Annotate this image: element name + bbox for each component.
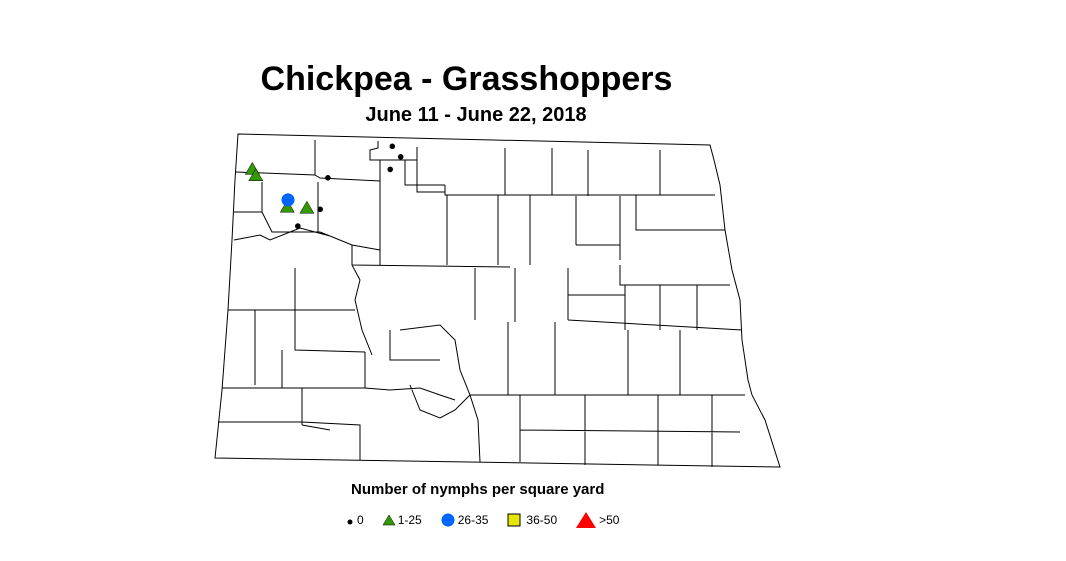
legend-title: Number of nymphs per square yard	[351, 481, 605, 498]
county-lines	[218, 140, 745, 467]
observation-point-dot	[397, 154, 404, 160]
legend-item-over-50: >50	[575, 511, 619, 529]
legend-label: 26-35	[457, 513, 489, 527]
legend-item-1-25: 1-25	[382, 513, 422, 527]
dot-icon	[347, 519, 353, 525]
legend-item-0: 0	[345, 513, 364, 527]
legend-label: >50	[599, 513, 620, 527]
triangle-icon	[576, 512, 597, 528]
observation-point-triangle	[299, 200, 315, 214]
map-subtitle: June 11 - June 22, 2018	[365, 104, 587, 126]
triangle-icon	[382, 514, 396, 526]
state-outline	[214, 133, 781, 468]
observation-point-dot	[295, 223, 301, 229]
legend-label: 36-50	[526, 513, 558, 527]
circle-icon	[441, 513, 455, 527]
observation-point-dot	[317, 206, 324, 213]
observation-points	[244, 143, 404, 229]
legend-label: 1-25	[397, 513, 422, 527]
legend-item-36-50: 36-50	[506, 512, 557, 528]
legend: 0 1-25 26-35 36-50 >50	[345, 511, 637, 529]
map-title: Chickpea - Grasshoppers	[260, 60, 673, 98]
observation-point-dot	[325, 175, 331, 181]
observation-point-dot	[387, 166, 394, 173]
legend-label: 0	[357, 513, 364, 527]
observation-point-triangle	[248, 168, 264, 181]
square-icon	[507, 513, 521, 527]
observation-point-circle	[281, 193, 295, 207]
observation-point-dot	[389, 143, 396, 150]
legend-item-26-35: 26-35	[440, 512, 489, 528]
